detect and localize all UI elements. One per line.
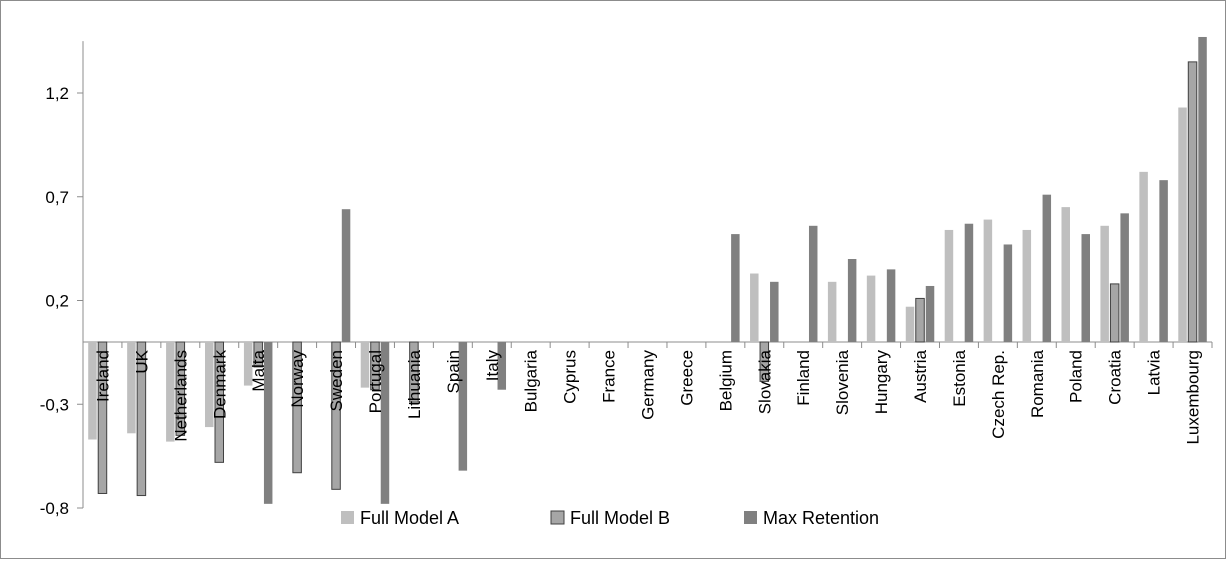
bar-full-model-a [243, 342, 253, 386]
category-label: Sweden [327, 350, 346, 411]
bar-max-retention [886, 269, 896, 342]
bar-full-model-b [915, 297, 925, 343]
bar-full-model-a [166, 342, 175, 442]
y-tick-label: -0,8 [40, 499, 69, 518]
bar-full-model-b [214, 341, 225, 463]
bar-full-model-a [88, 342, 97, 440]
category-label: Estonia [950, 349, 969, 406]
y-tick-label: 1,2 [45, 84, 69, 103]
bar-max-retention [1159, 180, 1168, 342]
bar-full-model-b [331, 341, 341, 490]
bar-max-retention [1042, 194, 1052, 342]
bar-full-model-a [827, 281, 837, 342]
category-label: Denmark [210, 350, 229, 419]
bar-full-model-b [370, 341, 380, 391]
category-label: Lithuania [405, 349, 424, 419]
bar-full-model-b [1187, 61, 1198, 343]
category-label: Slovenia [833, 349, 852, 415]
bar-full-model-b [292, 341, 302, 474]
category-label: Greece [677, 350, 696, 406]
bar-full-model-a [1061, 207, 1070, 342]
bar-full-model-a [944, 229, 954, 342]
bar-full-model-b [759, 341, 770, 382]
category-label: Portugal [366, 350, 385, 413]
bar-max-retention [964, 223, 974, 342]
category-label: Netherlands [171, 350, 190, 442]
bar-max-retention [380, 342, 390, 504]
chart-axes [77, 41, 1213, 509]
bar-full-model-a [1178, 107, 1187, 343]
category-label: Austria [911, 349, 930, 402]
y-tick-label: 0,7 [45, 188, 69, 207]
category-label: UK [132, 349, 151, 373]
bar-full-model-a [866, 275, 876, 342]
bar-max-retention [808, 225, 818, 342]
bar-max-retention [458, 342, 468, 471]
y-tick-labels: -0,8 -0,3 0,2 0,7 1,2 [40, 84, 69, 518]
bar-max-retention [497, 342, 507, 390]
chart-bars [88, 36, 1207, 504]
legend-swatch [744, 511, 757, 524]
category-label: Croatia [1106, 349, 1125, 404]
category-label: Malta [249, 349, 268, 391]
category-label: Cyprus [561, 350, 580, 404]
bar-full-model-a [983, 219, 993, 342]
category-label: Czech Rep. [989, 350, 1008, 439]
bar-max-retention [1198, 36, 1207, 342]
bar-max-retention [1081, 234, 1090, 342]
category-label: Germany [639, 350, 658, 420]
bar-full-model-b [253, 341, 263, 368]
bar-full-model-a [1139, 171, 1148, 342]
legend-label: Max Retention [763, 508, 879, 528]
y-tick-label: -0,3 [40, 395, 69, 414]
category-label: Luxembourg [1184, 350, 1203, 445]
category-label: Slovakia [755, 349, 774, 414]
category-label: Hungary [872, 350, 891, 415]
bar-max-retention [263, 342, 273, 504]
bar-max-retention [1120, 213, 1129, 342]
bar-max-retention [731, 234, 740, 342]
bar-full-model-a [905, 306, 915, 342]
bar-full-model-b [97, 341, 108, 494]
category-label: Bulgaria [522, 349, 541, 412]
category-labels: Ireland UK Netherlands Denmark Malta Norway Sw… [93, 349, 1202, 444]
category-label: Belgium [716, 350, 735, 411]
bar-full-model-a [1022, 229, 1032, 342]
legend-swatch [550, 510, 565, 525]
legend-swatch [341, 511, 354, 524]
bar-full-model-a [127, 342, 136, 434]
category-label: France [600, 350, 619, 403]
bar-full-model-a [205, 342, 214, 428]
category-label: Poland [1067, 350, 1086, 403]
bar-full-model-b [1109, 283, 1120, 343]
bar-full-model-b [175, 341, 186, 436]
bar-full-model-b [409, 341, 419, 403]
legend: Full Model A Full Model B Max Retention [341, 508, 879, 528]
bar-full-model-a [1100, 225, 1109, 342]
y-tick-label: 0,2 [45, 292, 69, 311]
category-label: Finland [794, 350, 813, 406]
category-label: Romania [1028, 349, 1047, 418]
bar-max-retention [847, 259, 857, 342]
bar-max-retention [770, 281, 779, 342]
bar-max-retention [1003, 244, 1013, 342]
bar-full-model-a [750, 273, 759, 342]
category-label: Ireland [93, 350, 112, 402]
legend-label: Full Model B [570, 508, 670, 528]
bar-max-retention [925, 285, 935, 342]
category-label: Spain [444, 350, 463, 393]
bar-full-model-a [360, 342, 370, 388]
category-label: Latvia [1145, 349, 1164, 395]
bar-max-retention [341, 209, 351, 342]
category-label: Norway [288, 350, 307, 408]
legend-label: Full Model A [360, 508, 459, 528]
bar-full-model-b [136, 341, 147, 497]
category-label: Italy [483, 350, 502, 382]
